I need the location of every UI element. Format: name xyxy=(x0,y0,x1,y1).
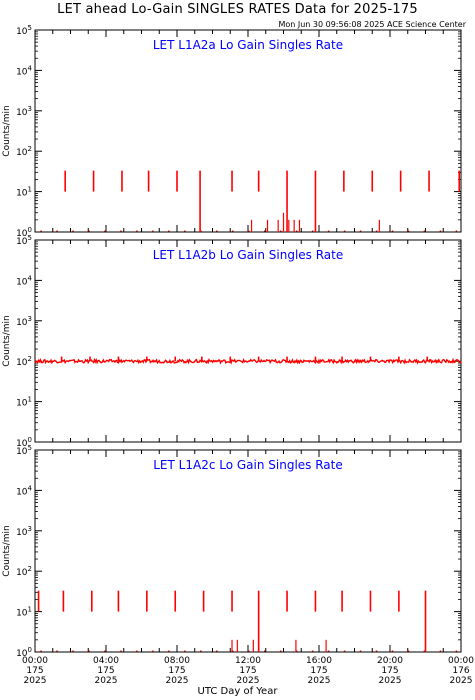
x-tick-label-year: 2025 xyxy=(166,676,189,686)
y-tick-label: 100 xyxy=(16,646,32,659)
panel-1: 100 101 102 103 104 105 Counts/min LET L1A2a Lo… xyxy=(2,24,462,239)
panel-2: 100 101 102 103 104 105 Counts/min LET L1A2b Lo… xyxy=(2,234,462,449)
plot-frame xyxy=(34,449,462,653)
x-tick-label-time: 00:00 xyxy=(22,656,48,666)
series xyxy=(34,356,462,365)
panel-title: LET L1A2a Lo Gain Singles Rate xyxy=(153,38,343,52)
x-tick-label-doy: 175 xyxy=(239,666,256,676)
x-tick-label-time: 04:00 xyxy=(93,656,119,666)
y-tick-label: 101 xyxy=(16,606,32,619)
y-tick-label: 103 xyxy=(16,105,32,118)
x-tick-label-doy: 176 xyxy=(452,666,469,676)
data-line xyxy=(34,357,462,365)
x-tick-label-doy: 175 xyxy=(381,666,398,676)
y-tick-label: 103 xyxy=(16,525,32,538)
panel-3: 100 101 102 103 104 105 Counts/min LET L1A2c Lo… xyxy=(2,444,462,659)
y-axis-label: Counts/min xyxy=(2,525,12,576)
x-tick-label-year: 2025 xyxy=(24,676,47,686)
x-tick-label-year: 2025 xyxy=(379,676,402,686)
y-tick-label: 100 xyxy=(16,436,32,449)
y-tick-label: 102 xyxy=(16,565,32,578)
x-tick-label-doy: 175 xyxy=(97,666,114,676)
x-tick-label-time: 00:00 xyxy=(448,656,474,666)
y-tick-label: 101 xyxy=(16,186,32,199)
series xyxy=(37,590,458,652)
y-tick-label: 105 xyxy=(16,444,32,457)
x-tick-label-year: 2025 xyxy=(308,676,331,686)
series xyxy=(40,170,461,232)
y-tick-label: 103 xyxy=(16,315,32,328)
x-tick-label-year: 2025 xyxy=(450,676,473,686)
y-tick-label: 105 xyxy=(16,24,32,37)
y-tick-label: 102 xyxy=(16,145,32,158)
x-tick-label-time: 16:00 xyxy=(306,656,332,666)
y-tick-label: 104 xyxy=(16,64,32,77)
panel-title: LET L1A2b Lo Gain Singles Rate xyxy=(153,248,344,262)
x-tick-label-doy: 175 xyxy=(26,666,43,676)
y-tick-label: 105 xyxy=(16,234,32,247)
y-tick-label: 104 xyxy=(16,274,32,287)
y-axis-label: Counts/min xyxy=(2,105,12,156)
y-tick-label: 104 xyxy=(16,484,32,497)
x-tick-label-time: 20:00 xyxy=(377,656,403,666)
y-tick-label: 101 xyxy=(16,396,32,409)
generation-timestamp: Mon Jun 30 09:56:08 2025 ACE Science Cen… xyxy=(278,20,466,29)
plot-frame xyxy=(34,29,462,233)
x-tick-label-time: 12:00 xyxy=(235,656,261,666)
y-axis-label: Counts/min xyxy=(2,315,12,366)
x-axis-label: UTC Day of Year xyxy=(197,686,278,697)
x-tick-label-doy: 175 xyxy=(310,666,327,676)
x-tick-label-year: 2025 xyxy=(237,676,260,686)
y-tick-label: 100 xyxy=(16,226,32,239)
x-tick-label-doy: 175 xyxy=(168,666,185,676)
y-tick-label: 102 xyxy=(16,355,32,368)
panel-title: LET L1A2c Lo Gain Singles Rate xyxy=(153,458,343,472)
x-tick-label-year: 2025 xyxy=(95,676,118,686)
plot-frame xyxy=(34,239,462,443)
x-tick-label-time: 08:00 xyxy=(164,656,190,666)
chart-title: LET ahead Lo-Gain SINGLES RATES Data for… xyxy=(57,2,418,17)
